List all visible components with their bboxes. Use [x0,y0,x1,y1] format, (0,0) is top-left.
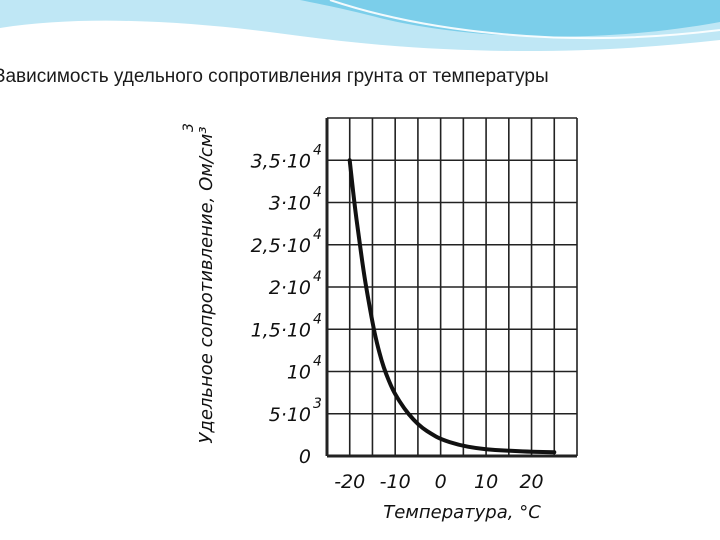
y-tick-base: 0 [299,446,311,468]
header-wave-line [329,0,720,40]
resistivity-curve [347,158,557,455]
y-axis-title-superscript: 3 [181,123,197,132]
slide-title: Зависимость удельного сопротивления грун… [0,66,549,87]
header-decoration [0,0,720,52]
y-tick-label: 3·10 4 [269,185,322,215]
y-axis-title-group: Удельное сопротивление, Ом/см³ 3 [181,123,217,444]
y-tick-label: 5·10 3 [269,396,322,426]
y-tick-exponent: 4 [313,185,322,201]
x-tick-label: 10 [474,471,498,493]
header-wave-mid [300,0,720,37]
y-tick-exponent: 4 [313,269,322,285]
chart-grid [325,117,578,458]
y-tick-base: 2,5·10 [251,235,311,257]
y-tick-label: 2·10 4 [269,269,322,299]
y-tick-base: 2·10 [269,277,311,299]
y-tick-label: 2,5·10 4 [251,227,322,257]
x-tick-label: 0 [435,471,447,493]
y-axis-title: Удельное сопротивление, Ом/см³ [196,126,217,443]
y-tick-label: 3,5·10 4 [251,142,322,172]
y-tick-exponent: 4 [313,311,322,327]
y-tick-exponent: 4 [313,227,322,243]
x-tick-label: -10 [380,471,411,493]
x-tick-label: 20 [519,471,543,493]
y-tick-exponent: 4 [313,142,322,158]
y-tick-base: 3,5·10 [251,150,311,172]
y-tick-base: 5·10 [269,404,311,426]
y-tick-label: 1,5·10 4 [251,311,322,341]
y-tick-label: 10 4 [287,354,322,384]
y-tick-base: 10 [287,362,311,384]
y-tick-base: 3·10 [269,193,311,215]
y-tick-base: 1,5·10 [251,319,311,341]
y-tick-label: 0 [299,446,311,468]
x-axis-title: Температура, °С [383,502,541,523]
y-tick-exponent: 3 [313,396,322,412]
x-tick-label: -20 [334,471,365,493]
y-tick-exponent: 4 [313,354,322,370]
